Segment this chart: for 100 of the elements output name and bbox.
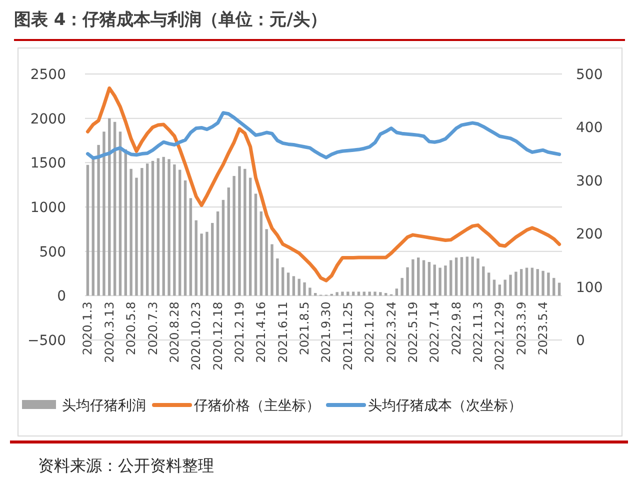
- bar: [547, 272, 550, 296]
- bar: [438, 268, 442, 296]
- bar: [265, 229, 268, 296]
- bar: [130, 168, 132, 296]
- bar: [341, 292, 344, 296]
- bar: [216, 211, 220, 296]
- legend-label: 仔猪价格（主坐标）: [194, 398, 320, 414]
- x-tick-label: 2021.11.25: [340, 302, 355, 370]
- chart-title: 图表 4：仔猪成本与利润（单位：元/头）: [14, 10, 327, 30]
- bar: [504, 280, 506, 296]
- y-tick-label: 0: [57, 288, 66, 305]
- bar: [460, 257, 464, 296]
- bar: [417, 258, 420, 296]
- x-tick-label: 2021.4.16: [254, 302, 268, 363]
- x-tick-label: 2021.8.5: [298, 302, 312, 356]
- bar: [492, 280, 496, 296]
- x-tick-label: 2023.5.4: [536, 302, 550, 356]
- x-tick-label: 2022.12.29: [492, 302, 507, 370]
- x-tick-label: 2020.1.3: [80, 302, 95, 356]
- x-tick-label: 2021.6.11: [276, 302, 290, 363]
- bar: [292, 276, 296, 296]
- bar: [395, 288, 398, 296]
- bar: [530, 268, 534, 296]
- bar: [184, 180, 187, 296]
- bar: [471, 256, 474, 296]
- bar: [244, 168, 246, 296]
- bar: [412, 259, 414, 296]
- bar: [222, 200, 225, 296]
- y-tick-label: 1000: [30, 200, 66, 216]
- bar: [482, 266, 485, 296]
- bar: [454, 258, 458, 296]
- x-tick-label: 2022.5.19: [406, 302, 420, 363]
- y2-tick-label: 0: [576, 333, 585, 349]
- bar: [254, 194, 258, 296]
- x-tick-label: 2020.7.3: [146, 302, 160, 356]
- bar: [86, 164, 90, 296]
- bar: [362, 292, 366, 296]
- bar: [156, 158, 160, 296]
- bar: [346, 292, 350, 296]
- bar: [276, 258, 279, 296]
- bar: [118, 132, 122, 296]
- bar: [162, 156, 165, 296]
- bar: [227, 187, 230, 296]
- x-tick-label: 2022.7.14: [428, 302, 442, 363]
- bar: [194, 220, 198, 296]
- y-tick-label: 1500: [30, 156, 66, 172]
- bar: [151, 160, 154, 296]
- bar: [379, 292, 382, 296]
- x-tick-label: 2020.10.23: [189, 302, 204, 370]
- x-tick-label: 2022.11.3: [470, 302, 485, 363]
- bar: [374, 292, 376, 296]
- bar: [336, 292, 338, 296]
- y2-tick-label: 400: [576, 120, 603, 136]
- bar: [298, 278, 300, 296]
- x-tick-label: 2022.9.8: [449, 302, 464, 356]
- bar: [248, 178, 252, 296]
- bar: [525, 268, 528, 296]
- bar: [466, 256, 468, 296]
- x-tick-label: 2020.8.28: [167, 302, 182, 363]
- bar: [140, 168, 144, 296]
- text: 资料来源：公开资料整理: [38, 456, 214, 475]
- bar: [514, 272, 518, 296]
- bar: [200, 234, 203, 296]
- bar: [286, 272, 290, 296]
- y2-tick-label: 300: [576, 173, 603, 190]
- bar: [444, 266, 447, 296]
- bar: [303, 282, 306, 296]
- bar: [433, 264, 436, 296]
- y-tick-label: −500: [28, 333, 66, 349]
- bar: [238, 166, 241, 296]
- bar: [352, 292, 355, 296]
- x-tick-label: 2022.3.24: [384, 302, 398, 363]
- bar: [211, 222, 214, 296]
- bar: [400, 278, 404, 296]
- y-tick-label: 2000: [30, 111, 66, 128]
- bar: [124, 149, 128, 296]
- bar: [113, 122, 116, 296]
- x-tick-label: 2020.5.8: [124, 302, 138, 356]
- bar: [308, 288, 312, 296]
- bar: [97, 144, 100, 296]
- bar: [168, 159, 170, 296]
- bar: [498, 284, 502, 296]
- bar: [552, 278, 556, 296]
- bar: [92, 157, 94, 296]
- bar: [232, 176, 236, 296]
- x-tick-label: 2023.3.9: [514, 302, 528, 356]
- bar: [102, 132, 106, 296]
- bar: [509, 274, 512, 296]
- y2-tick-label: 500: [576, 67, 603, 83]
- x-tick-label: 2021.9.30: [319, 302, 334, 363]
- bar: [428, 262, 431, 296]
- x-tick-label: 2021.2.19: [232, 302, 246, 363]
- bar: [146, 164, 149, 296]
- bar: [270, 244, 274, 296]
- y2-tick-label: 100: [576, 280, 603, 296]
- x-tick-label: 2020.12.18: [210, 302, 225, 370]
- x-tick-label: 2022.1.20: [362, 302, 377, 363]
- bar: [368, 292, 371, 296]
- bar: [206, 232, 208, 296]
- bar: [135, 178, 138, 296]
